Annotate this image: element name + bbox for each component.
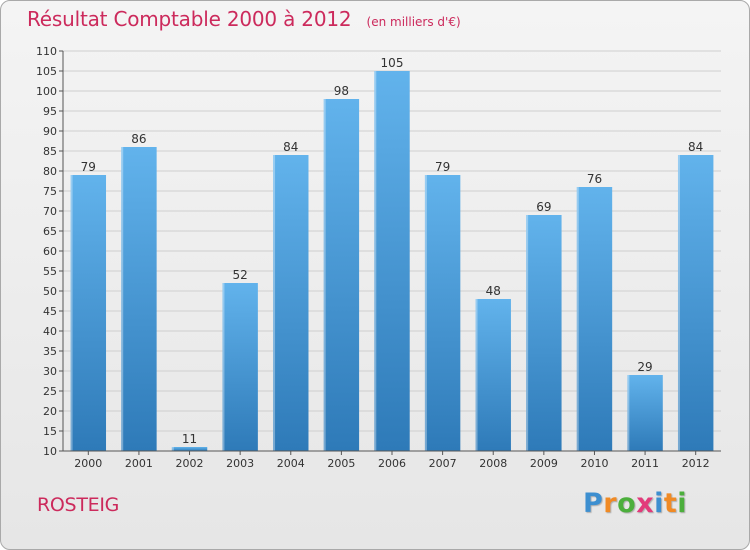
chart-title: Résultat Comptable 2000 à 2012 (en milli…	[27, 7, 461, 31]
bar-highlight	[677, 155, 680, 451]
x-tick-label: 2003	[226, 457, 254, 470]
bars	[70, 71, 714, 451]
data-label: 76	[587, 172, 602, 186]
bar-2002	[171, 447, 208, 451]
x-tick-label: 2011	[631, 457, 659, 470]
y-tick-label: 30	[43, 365, 57, 378]
data-label: 48	[486, 284, 501, 298]
x-tick-label: 2000	[74, 457, 102, 470]
x-tick-label: 2002	[176, 457, 204, 470]
bar-2012	[677, 155, 714, 451]
logo-letter: o	[617, 488, 637, 519]
bar-highlight	[121, 147, 124, 451]
bar-2003	[222, 283, 258, 451]
data-label: 79	[435, 160, 450, 174]
data-label: 86	[131, 132, 146, 146]
bar-2007	[424, 175, 461, 451]
proxiti-logo: Proxiti	[583, 488, 687, 519]
x-tick-label: 2009	[530, 457, 558, 470]
bar-highlight	[374, 71, 377, 451]
logo-letter: r	[603, 488, 618, 519]
y-tick-label: 60	[43, 245, 57, 258]
data-label: 84	[688, 140, 703, 154]
bar-highlight	[171, 447, 174, 451]
data-labels: 79 86 11 52 84 98 105 79 48 69 76 29 84	[81, 56, 704, 446]
bar-2004	[273, 155, 309, 451]
bar-2005	[323, 99, 360, 451]
axes: 10 15 20 25 30 35 40 45 50 55 60 65 70 75 80 85 90 95 100 1…	[36, 45, 721, 470]
logo-letter: i	[677, 488, 688, 519]
y-tick-label: 35	[43, 345, 57, 358]
bar-highlight	[323, 99, 326, 451]
data-label: 52	[233, 268, 248, 282]
bar-2008	[475, 299, 511, 451]
x-tick-label: 2010	[580, 457, 608, 470]
x-tick-label: 2007	[429, 457, 457, 470]
bar-highlight	[526, 215, 529, 451]
y-tick-label: 105	[36, 65, 57, 78]
bar-2001	[121, 147, 157, 451]
logo-letter: i	[654, 488, 664, 519]
y-tick-label: 110	[36, 45, 57, 58]
y-tick-label: 50	[43, 285, 57, 298]
x-tick-label: 2005	[327, 457, 355, 470]
data-label: 84	[283, 140, 298, 154]
y-tick-label: 90	[43, 125, 57, 138]
data-label: 105	[381, 56, 404, 70]
bar-highlight	[273, 155, 276, 451]
data-label: 11	[182, 432, 197, 446]
data-label: 98	[334, 84, 349, 98]
bar-highlight	[475, 299, 478, 451]
y-tick-label: 20	[43, 405, 57, 418]
title-text: Résultat Comptable 2000 à 2012	[27, 7, 352, 31]
y-tick-label: 10	[43, 445, 57, 458]
data-label: 69	[536, 200, 551, 214]
data-label: 79	[81, 160, 96, 174]
bar-2010	[576, 187, 613, 451]
logo-letter: t	[663, 488, 678, 519]
bar-highlight	[70, 175, 73, 451]
y-tick-label: 95	[43, 105, 57, 118]
bar-highlight	[424, 175, 427, 451]
x-tick-label: 2001	[125, 457, 153, 470]
x-tick-label: 2006	[378, 457, 406, 470]
bar-highlight	[222, 283, 225, 451]
bar-2000	[70, 175, 107, 451]
y-tick-label: 55	[43, 265, 57, 278]
x-tick-label: 2004	[277, 457, 305, 470]
y-tick-label: 70	[43, 205, 57, 218]
data-label: 29	[637, 360, 652, 374]
bar-2009	[526, 215, 562, 451]
logo-letter: x	[636, 488, 655, 519]
y-tick-label: 100	[36, 85, 57, 98]
bar-2011	[627, 375, 663, 451]
y-tick-label: 80	[43, 165, 57, 178]
y-tick-label: 85	[43, 145, 57, 158]
logo-letter: P	[583, 488, 604, 519]
x-tick-label: 2012	[682, 457, 710, 470]
commune-name: ROSTEIG	[37, 494, 120, 516]
unit-text: (en milliers d'€)	[366, 15, 461, 29]
y-tick-label: 15	[43, 425, 57, 438]
x-tick-label: 2008	[479, 457, 507, 470]
y-tick-label: 75	[43, 185, 57, 198]
y-tick-label: 40	[43, 325, 57, 338]
y-tick-label: 25	[43, 385, 57, 398]
y-tick-label: 65	[43, 225, 57, 238]
y-tick-label: 45	[43, 305, 57, 318]
bar-highlight	[576, 187, 579, 451]
bar-highlight	[627, 375, 630, 451]
bar-2006	[374, 71, 410, 451]
